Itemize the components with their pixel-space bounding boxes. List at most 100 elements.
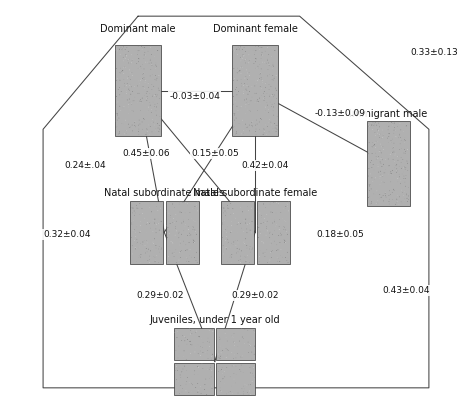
- Point: [224, 240, 231, 246]
- Point: [215, 344, 223, 350]
- Point: [201, 381, 209, 387]
- Point: [229, 48, 237, 54]
- Point: [234, 390, 242, 396]
- Point: [273, 242, 281, 248]
- Point: [155, 85, 162, 91]
- Point: [401, 134, 409, 141]
- Point: [248, 218, 256, 225]
- Point: [267, 240, 275, 246]
- Point: [139, 210, 146, 217]
- Text: Immigrant male: Immigrant male: [349, 109, 428, 119]
- Point: [389, 173, 397, 179]
- Point: [374, 139, 381, 145]
- Point: [392, 134, 399, 140]
- Point: [400, 165, 408, 171]
- Point: [179, 366, 187, 372]
- Point: [393, 161, 401, 168]
- Point: [250, 126, 257, 132]
- Point: [382, 166, 389, 173]
- Point: [138, 119, 146, 125]
- Point: [191, 371, 198, 378]
- Point: [271, 227, 279, 234]
- Point: [232, 124, 240, 130]
- Point: [139, 44, 147, 51]
- Point: [141, 79, 149, 86]
- Point: [394, 179, 401, 185]
- Point: [228, 259, 236, 265]
- Point: [244, 70, 251, 76]
- Point: [266, 235, 273, 241]
- Point: [380, 161, 387, 168]
- Point: [379, 173, 386, 179]
- Point: [137, 65, 145, 72]
- Point: [141, 215, 148, 222]
- Point: [269, 91, 276, 98]
- Point: [383, 196, 391, 202]
- Point: [249, 245, 256, 251]
- Point: [242, 60, 249, 66]
- Point: [113, 65, 120, 72]
- Point: [233, 221, 241, 227]
- Point: [387, 168, 395, 175]
- Point: [262, 84, 269, 90]
- Point: [241, 238, 248, 245]
- Point: [138, 206, 146, 213]
- Point: [146, 57, 154, 63]
- Point: [247, 97, 255, 104]
- Point: [270, 112, 278, 118]
- Point: [380, 170, 388, 176]
- Point: [236, 105, 244, 111]
- Point: [150, 238, 157, 245]
- Point: [257, 116, 265, 122]
- Point: [125, 110, 132, 116]
- Point: [142, 250, 149, 256]
- Point: [234, 88, 241, 95]
- Point: [259, 77, 266, 84]
- Point: [244, 81, 251, 87]
- Point: [233, 69, 241, 76]
- Point: [152, 226, 160, 232]
- Point: [194, 380, 201, 387]
- Point: [126, 56, 133, 62]
- Point: [237, 65, 244, 71]
- Point: [379, 179, 387, 185]
- Point: [137, 107, 144, 114]
- Point: [374, 130, 381, 137]
- Point: [194, 208, 201, 214]
- Point: [137, 219, 144, 225]
- Point: [133, 223, 140, 230]
- Point: [270, 75, 278, 82]
- Point: [135, 59, 142, 65]
- Point: [115, 124, 123, 130]
- Point: [127, 45, 135, 51]
- Point: [224, 205, 232, 211]
- Point: [182, 255, 190, 261]
- Point: [152, 45, 159, 52]
- Point: [258, 50, 266, 56]
- Point: [190, 237, 197, 244]
- Point: [156, 126, 164, 133]
- Point: [238, 225, 246, 231]
- Point: [370, 191, 378, 197]
- Point: [240, 335, 247, 342]
- Point: [222, 244, 230, 250]
- Point: [181, 205, 188, 211]
- Point: [128, 88, 136, 95]
- Point: [378, 154, 385, 160]
- Point: [261, 128, 268, 135]
- Point: [227, 373, 234, 380]
- Point: [119, 54, 127, 61]
- Point: [146, 201, 154, 207]
- Point: [136, 121, 144, 127]
- Point: [258, 70, 265, 76]
- Point: [230, 339, 237, 345]
- Point: [223, 338, 231, 344]
- Point: [272, 199, 280, 206]
- Point: [242, 74, 250, 80]
- Point: [143, 237, 150, 244]
- Point: [265, 230, 273, 236]
- Point: [259, 131, 267, 138]
- Point: [150, 240, 157, 246]
- Point: [278, 232, 285, 238]
- Point: [123, 88, 130, 95]
